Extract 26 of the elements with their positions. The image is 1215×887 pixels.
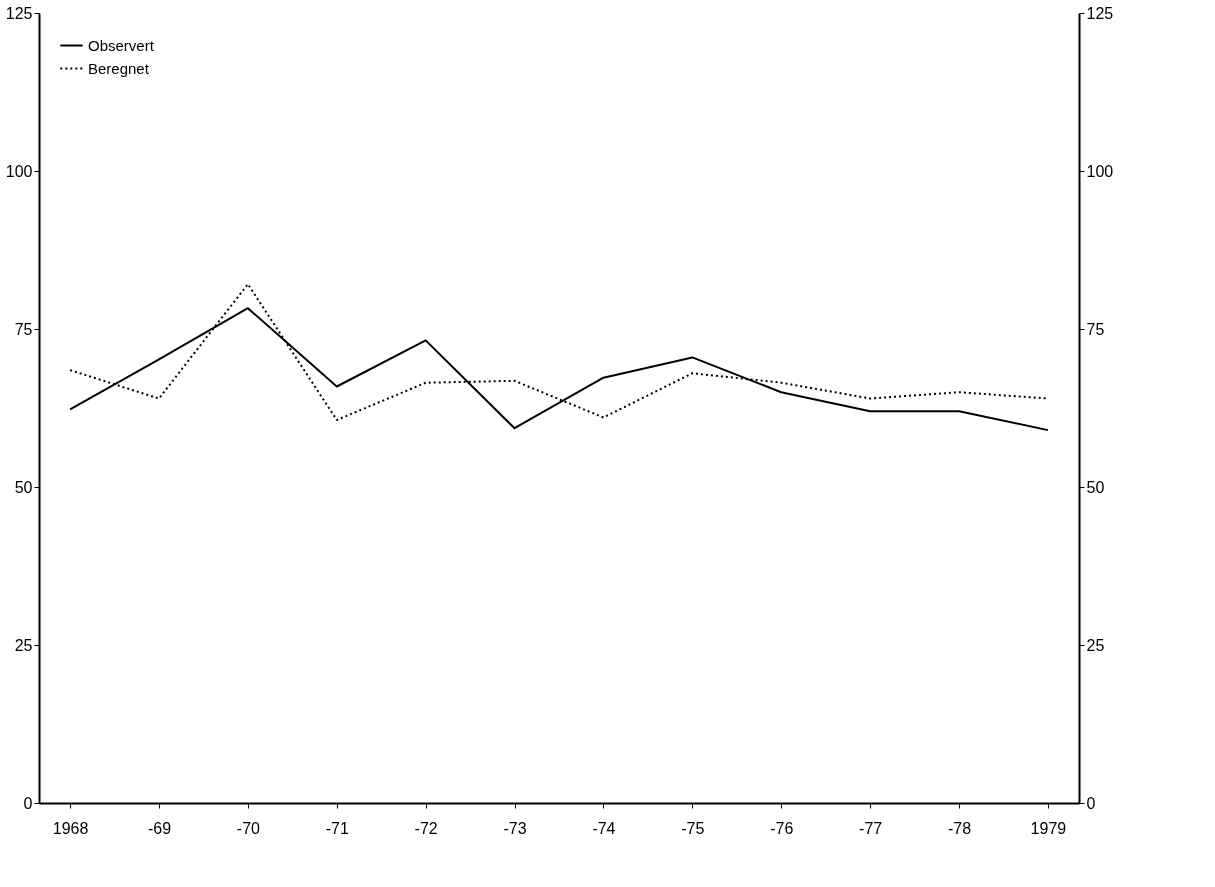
x-tick-label: -75	[681, 819, 705, 837]
y2-tick-label: 75	[1086, 320, 1105, 338]
legend-label: Beregnet	[88, 59, 150, 77]
y-tick-label: 50	[14, 478, 33, 496]
y-tick-label: 0	[23, 794, 33, 812]
y-tick-label: 100	[5, 162, 33, 180]
y2-tick-label: 100	[1086, 162, 1114, 180]
y2-tick-label: 0	[1086, 794, 1096, 812]
x-tick-label: -71	[325, 819, 349, 837]
legend-label: Observert	[88, 36, 155, 54]
x-tick-label: -69	[147, 819, 172, 837]
y-tick-label: 25	[14, 636, 33, 654]
x-tick-label: -74	[592, 819, 616, 837]
x-tick-label: -78	[947, 819, 972, 837]
x-tick-label: -76	[770, 819, 794, 837]
x-tick-label: -77	[859, 819, 883, 837]
x-tick-label: -73	[503, 819, 527, 837]
y-tick-label: 75	[14, 320, 33, 338]
x-tick-label: 1968	[52, 819, 89, 837]
y2-tick-label: 50	[1086, 478, 1105, 496]
x-tick-label: -72	[414, 819, 438, 837]
y2-tick-label: 125	[1086, 4, 1114, 22]
x-tick-label: 1979	[1030, 819, 1067, 837]
y2-tick-label: 25	[1086, 636, 1105, 654]
x-tick-label: -70	[236, 819, 261, 837]
y-tick-label: 125	[5, 4, 33, 22]
